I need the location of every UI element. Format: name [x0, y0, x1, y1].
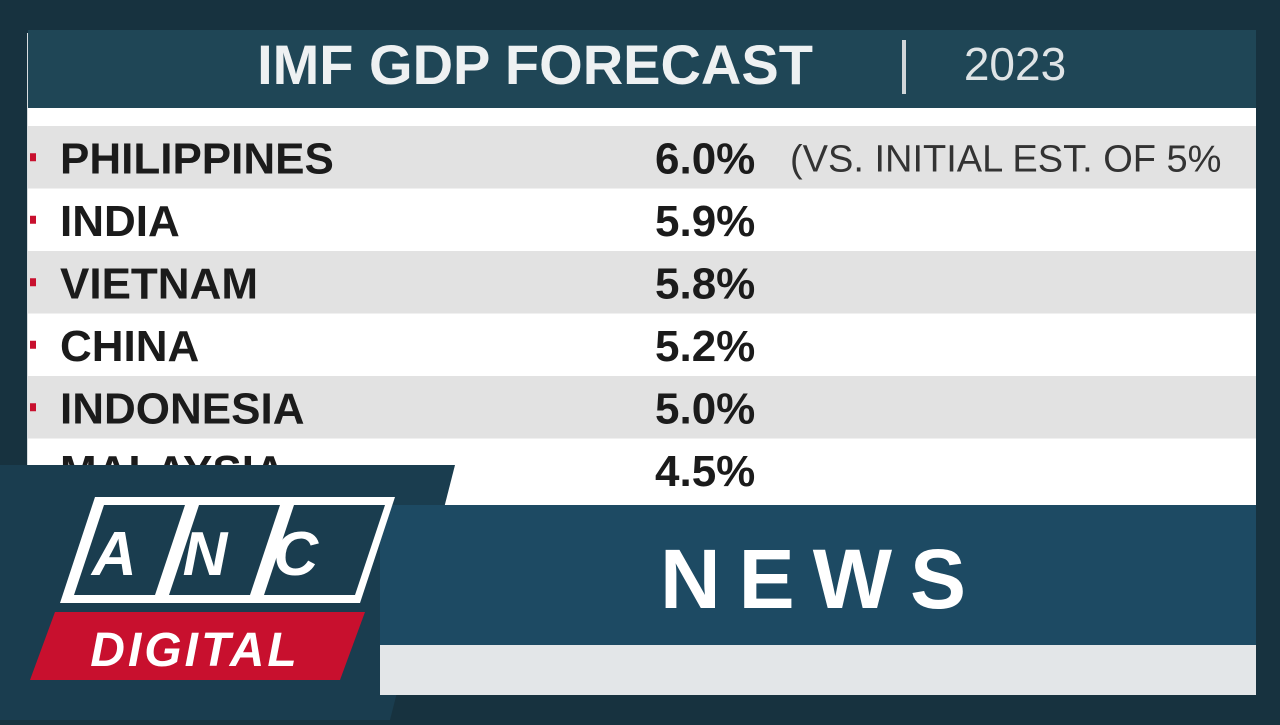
country: CHINA	[60, 322, 199, 371]
bullet	[30, 403, 36, 412]
header-divider	[902, 40, 906, 94]
logo-cell	[74, 505, 185, 595]
note: (VS. INITIAL EST. OF 5%	[790, 138, 1221, 180]
sublogo-box	[30, 612, 365, 680]
country: INDIA	[60, 197, 180, 246]
bullet	[30, 215, 36, 224]
news-banner	[380, 505, 1256, 645]
table-row	[28, 188, 1256, 251]
section-label: NEWS	[660, 532, 984, 626]
header-title: IMF GDP FORECAST	[257, 33, 813, 96]
bullet	[30, 340, 36, 349]
country: PHILIPPINES	[60, 134, 334, 183]
table-row	[28, 313, 1256, 376]
gdp-value: 5.0%	[655, 384, 755, 433]
table-row	[28, 376, 1256, 439]
table-row	[28, 251, 1256, 314]
header-year: 2023	[964, 38, 1066, 90]
gdp-value: 5.9%	[655, 197, 755, 246]
gdp-value: 6.0%	[655, 134, 755, 183]
country: VIETNAM	[60, 259, 258, 308]
sublogo: DIGITAL	[90, 624, 299, 677]
country: INDONESIA	[60, 384, 304, 433]
logo-cell	[169, 505, 280, 595]
logo: ANC	[90, 520, 364, 589]
table-row	[28, 126, 1256, 189]
logo-cell	[264, 505, 385, 595]
gdp-value: 5.8%	[655, 259, 755, 308]
bullet	[30, 278, 36, 287]
bullet	[30, 153, 36, 162]
header-band	[28, 30, 1256, 108]
news-underbar	[380, 645, 1256, 695]
gdp-value: 5.2%	[655, 322, 755, 371]
gdp-value: 4.5%	[655, 447, 755, 496]
